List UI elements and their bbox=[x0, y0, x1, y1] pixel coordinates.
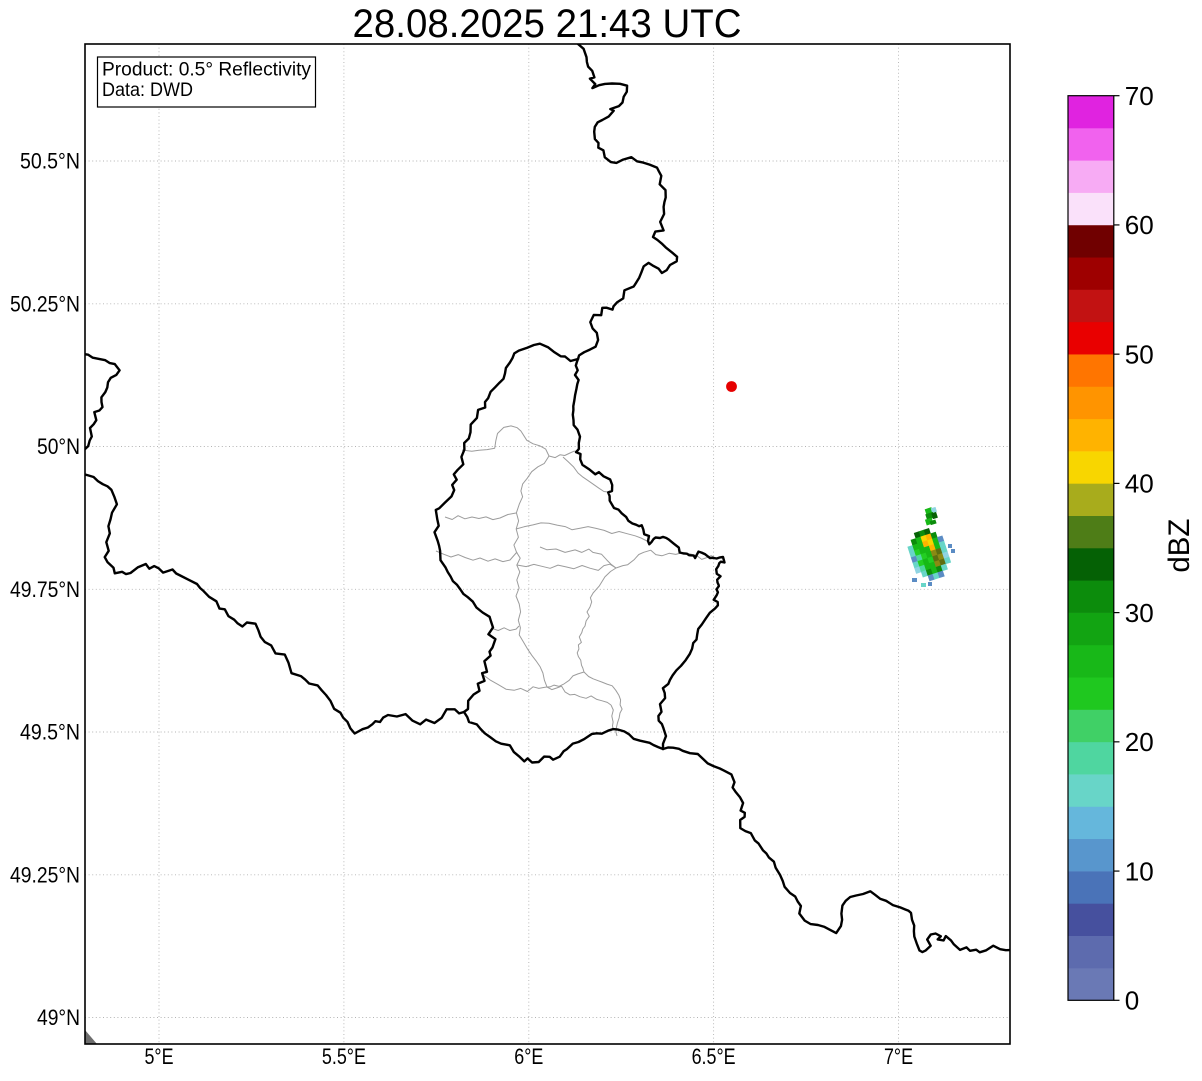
svg-text:50.5°N: 50.5°N bbox=[20, 149, 80, 174]
svg-text:5°E: 5°E bbox=[145, 1044, 174, 1069]
svg-text:50: 50 bbox=[1125, 339, 1154, 369]
svg-text:49°N: 49°N bbox=[37, 1005, 80, 1030]
svg-text:60: 60 bbox=[1125, 210, 1154, 240]
svg-text:40: 40 bbox=[1125, 469, 1154, 499]
svg-text:50°N: 50°N bbox=[37, 434, 80, 459]
svg-text:6.5°E: 6.5°E bbox=[692, 1044, 736, 1069]
svg-text:20: 20 bbox=[1125, 727, 1154, 757]
svg-text:49.75°N: 49.75°N bbox=[10, 577, 80, 602]
svg-text:10: 10 bbox=[1125, 856, 1154, 886]
svg-text:0: 0 bbox=[1125, 986, 1140, 1016]
svg-text:7°E: 7°E bbox=[884, 1044, 913, 1069]
svg-text:Data: DWD: Data: DWD bbox=[102, 79, 193, 101]
svg-text:30: 30 bbox=[1125, 598, 1154, 628]
svg-text:49.25°N: 49.25°N bbox=[10, 862, 80, 887]
svg-text:28.08.2025 21:43 UTC: 28.08.2025 21:43 UTC bbox=[353, 2, 742, 46]
svg-text:5.5°E: 5.5°E bbox=[322, 1044, 366, 1069]
svg-text:49.5°N: 49.5°N bbox=[20, 720, 80, 745]
svg-text:70: 70 bbox=[1125, 81, 1154, 111]
svg-text:dBZ: dBZ bbox=[1163, 519, 1196, 573]
svg-text:50.25°N: 50.25°N bbox=[10, 291, 80, 316]
svg-text:6°E: 6°E bbox=[514, 1044, 543, 1069]
svg-text:Product: 0.5° Reflectivity: Product: 0.5° Reflectivity bbox=[102, 59, 311, 81]
